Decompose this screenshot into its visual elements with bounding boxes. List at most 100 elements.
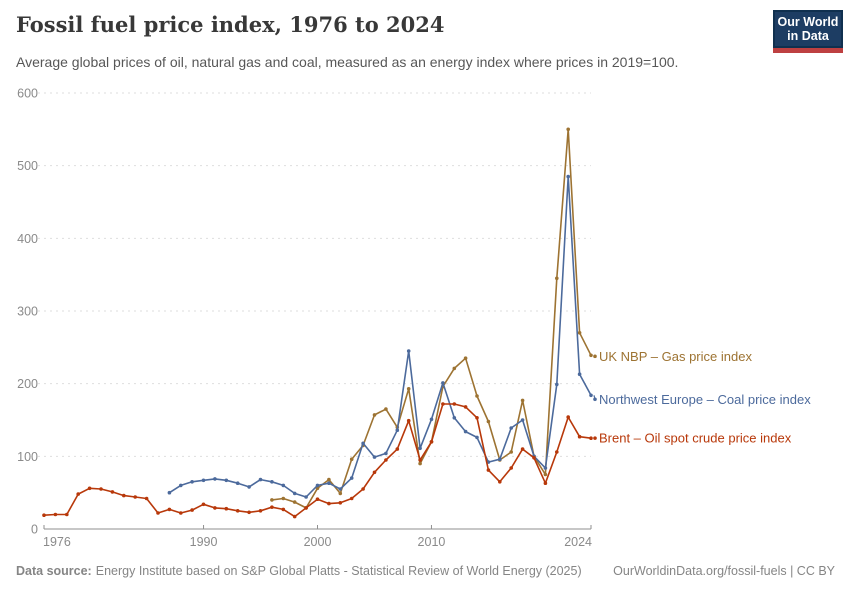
data-point: [566, 415, 570, 419]
data-point: [281, 496, 286, 501]
data-point: [133, 495, 137, 499]
y-tick-label: 0: [31, 523, 38, 537]
data-point: [235, 509, 240, 513]
x-axis: [43, 525, 592, 530]
data-point: [543, 472, 548, 477]
series-line-coal: [168, 175, 592, 498]
data-point: [418, 461, 422, 466]
data-point: [304, 506, 308, 510]
data-point: [110, 490, 115, 494]
gridlines: [38, 92, 591, 457]
data-point: [566, 174, 570, 179]
data-point: [441, 381, 445, 385]
data-source-label: Data source:: [16, 564, 92, 578]
data-point: [406, 349, 411, 353]
legend-label-coal[interactable]: Northwest Europe – Coal price index: [599, 392, 811, 407]
data-point: [247, 510, 251, 515]
data-point: [452, 416, 457, 420]
data-point: [270, 498, 274, 502]
data-point: [498, 457, 502, 462]
data-point: [418, 446, 422, 451]
x-tick-label: 1976: [43, 535, 71, 549]
legend-arrow-dot: [593, 397, 597, 402]
legend-arrow-dot: [593, 354, 597, 359]
credit-line[interactable]: OurWorldinData.org/fossil-fuels | CC BY: [613, 564, 835, 578]
owid-logo-line2: in Data: [787, 29, 829, 43]
data-point: [429, 440, 434, 444]
data-point: [566, 127, 570, 132]
series-coal: Northwest Europe – Coal price index: [167, 174, 811, 499]
series-line-gas: [271, 128, 592, 509]
data-point: [577, 372, 582, 377]
data-point: [167, 490, 172, 495]
x-tick-label: 2024: [564, 535, 592, 549]
y-axis-labels: 0 100 200 300 400 500 600: [17, 87, 38, 537]
data-point: [281, 483, 286, 488]
data-point: [247, 485, 251, 489]
data-point: [144, 496, 149, 501]
y-tick-label: 100: [17, 450, 38, 464]
data-point: [304, 495, 308, 499]
chart-footer: Data source: Energy Institute based on S&…: [16, 564, 835, 578]
legend-arrow-dot: [593, 436, 597, 440]
x-tick-label: 2000: [304, 535, 332, 549]
chart-subtitle: Average global prices of oil, natural ga…: [16, 54, 679, 70]
data-point: [258, 509, 263, 513]
data-point: [486, 468, 491, 472]
data-point: [543, 481, 548, 486]
y-tick-label: 600: [17, 87, 38, 101]
data-point: [292, 500, 297, 504]
data-point: [213, 477, 217, 481]
y-tick-label: 500: [17, 159, 38, 173]
data-point: [292, 491, 297, 496]
y-tick-label: 300: [17, 305, 38, 319]
x-axis-labels: 1976 1990 2000 2010 2024: [43, 535, 592, 549]
data-source: Data source: Energy Institute based on S&…: [16, 564, 582, 578]
data-point: [486, 419, 491, 424]
data-point: [475, 416, 479, 420]
data-point: [270, 505, 274, 510]
data-point: [65, 512, 69, 517]
legend-label-oil[interactable]: Brent – Oil spot crude price index: [599, 431, 792, 446]
owid-logo[interactable]: Our World in Data: [773, 10, 843, 53]
data-point: [99, 487, 103, 491]
data-point: [201, 478, 206, 483]
data-point: [224, 478, 229, 483]
data-point: [555, 276, 559, 281]
data-point: [520, 447, 525, 451]
data-point: [589, 353, 593, 358]
series-oil: Brent – Oil spot crude price index: [42, 402, 792, 519]
data-point: [509, 450, 513, 454]
data-point: [213, 506, 217, 510]
data-point: [441, 402, 445, 406]
data-point: [372, 413, 377, 417]
data-point: [190, 480, 194, 484]
legend-label-gas[interactable]: UK NBP – Gas price index: [599, 349, 752, 364]
data-point: [327, 481, 331, 486]
data-point: [53, 512, 58, 517]
x-tick-label: 1990: [190, 535, 218, 549]
data-point: [418, 458, 422, 462]
data-point: [463, 429, 468, 434]
data-source-text: Energy Institute based on S&P Global Pla…: [95, 564, 582, 578]
data-point: [384, 451, 388, 456]
data-point: [384, 458, 388, 462]
data-point: [520, 418, 525, 422]
data-point: [577, 434, 582, 439]
data-point: [167, 507, 172, 512]
data-point: [520, 398, 525, 403]
data-point: [76, 492, 80, 496]
page-title: Fossil fuel price index, 1976 to 2024: [16, 12, 445, 37]
x-tick-label: 2010: [418, 535, 446, 549]
data-point: [224, 506, 229, 511]
data-point: [384, 407, 388, 411]
data-point: [292, 514, 297, 519]
data-point: [577, 331, 582, 335]
data-point: [179, 483, 183, 488]
y-tick-label: 400: [17, 232, 38, 246]
data-point: [361, 441, 365, 446]
data-point: [555, 450, 559, 454]
data-point: [349, 496, 354, 501]
data-point: [452, 366, 457, 371]
